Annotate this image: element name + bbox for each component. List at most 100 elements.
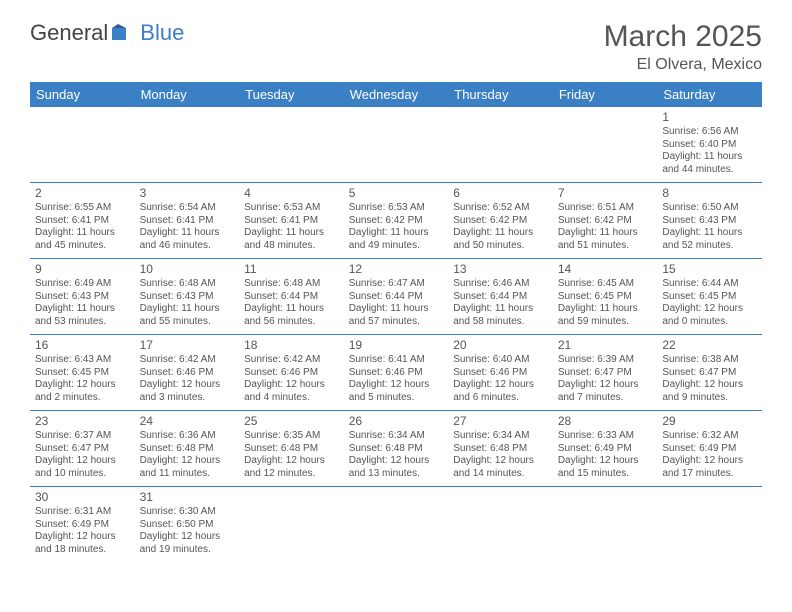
day-number: 13: [453, 262, 548, 277]
sunrise-text: Sunrise: 6:37 AM: [35, 430, 130, 443]
calendar-week-row: 23Sunrise: 6:37 AMSunset: 6:47 PMDayligh…: [30, 411, 762, 487]
day-number: 22: [662, 338, 757, 353]
day-number: 25: [244, 414, 339, 429]
daylight-text: Daylight: 12 hours and 14 minutes.: [453, 455, 548, 480]
sunset-text: Sunset: 6:47 PM: [662, 367, 757, 380]
calendar-cell: [448, 487, 553, 563]
calendar-cell: [239, 487, 344, 563]
day-number: 9: [35, 262, 130, 277]
calendar-cell: 8Sunrise: 6:50 AMSunset: 6:43 PMDaylight…: [657, 183, 762, 259]
daylight-text: Daylight: 12 hours and 13 minutes.: [349, 455, 444, 480]
day-header: Tuesday: [239, 82, 344, 107]
daylight-text: Daylight: 12 hours and 11 minutes.: [140, 455, 235, 480]
logo-flag-icon: [112, 20, 138, 46]
sunset-text: Sunset: 6:40 PM: [662, 139, 757, 152]
sunrise-text: Sunrise: 6:33 AM: [558, 430, 653, 443]
sunrise-text: Sunrise: 6:42 AM: [244, 354, 339, 367]
sunset-text: Sunset: 6:45 PM: [558, 291, 653, 304]
sunset-text: Sunset: 6:46 PM: [140, 367, 235, 380]
month-title: March 2025: [604, 20, 762, 54]
calendar-cell: 23Sunrise: 6:37 AMSunset: 6:47 PMDayligh…: [30, 411, 135, 487]
daylight-text: Daylight: 12 hours and 0 minutes.: [662, 303, 757, 328]
sunset-text: Sunset: 6:43 PM: [140, 291, 235, 304]
calendar-cell: [448, 107, 553, 183]
sunset-text: Sunset: 6:46 PM: [349, 367, 444, 380]
calendar-cell: 7Sunrise: 6:51 AMSunset: 6:42 PMDaylight…: [553, 183, 658, 259]
calendar-week-row: 2Sunrise: 6:55 AMSunset: 6:41 PMDaylight…: [30, 183, 762, 259]
day-number: 1: [662, 110, 757, 125]
calendar-cell: [30, 107, 135, 183]
sunset-text: Sunset: 6:48 PM: [349, 443, 444, 456]
day-number: 7: [558, 186, 653, 201]
daylight-text: Daylight: 11 hours and 55 minutes.: [140, 303, 235, 328]
calendar-cell: 27Sunrise: 6:34 AMSunset: 6:48 PMDayligh…: [448, 411, 553, 487]
daylight-text: Daylight: 12 hours and 5 minutes.: [349, 379, 444, 404]
daylight-text: Daylight: 11 hours and 51 minutes.: [558, 227, 653, 252]
daylight-text: Daylight: 11 hours and 52 minutes.: [662, 227, 757, 252]
daylight-text: Daylight: 11 hours and 44 minutes.: [662, 151, 757, 176]
sunrise-text: Sunrise: 6:36 AM: [140, 430, 235, 443]
logo: GeneralBlue: [30, 20, 184, 46]
daylight-text: Daylight: 12 hours and 10 minutes.: [35, 455, 130, 480]
sunset-text: Sunset: 6:46 PM: [453, 367, 548, 380]
daylight-text: Daylight: 12 hours and 9 minutes.: [662, 379, 757, 404]
day-header: Thursday: [448, 82, 553, 107]
sunrise-text: Sunrise: 6:41 AM: [349, 354, 444, 367]
calendar-cell: 30Sunrise: 6:31 AMSunset: 6:49 PMDayligh…: [30, 487, 135, 563]
day-number: 2: [35, 186, 130, 201]
calendar-cell: 9Sunrise: 6:49 AMSunset: 6:43 PMDaylight…: [30, 259, 135, 335]
sunrise-text: Sunrise: 6:45 AM: [558, 278, 653, 291]
day-number: 6: [453, 186, 548, 201]
day-header: Saturday: [657, 82, 762, 107]
day-number: 14: [558, 262, 653, 277]
calendar-cell: 5Sunrise: 6:53 AMSunset: 6:42 PMDaylight…: [344, 183, 449, 259]
sunset-text: Sunset: 6:41 PM: [35, 215, 130, 228]
sunset-text: Sunset: 6:41 PM: [244, 215, 339, 228]
sunset-text: Sunset: 6:44 PM: [244, 291, 339, 304]
daylight-text: Daylight: 11 hours and 50 minutes.: [453, 227, 548, 252]
daylight-text: Daylight: 12 hours and 17 minutes.: [662, 455, 757, 480]
sunrise-text: Sunrise: 6:48 AM: [244, 278, 339, 291]
calendar-cell: 3Sunrise: 6:54 AMSunset: 6:41 PMDaylight…: [135, 183, 240, 259]
day-header: Sunday: [30, 82, 135, 107]
calendar-cell: [239, 107, 344, 183]
sunset-text: Sunset: 6:48 PM: [140, 443, 235, 456]
day-number: 21: [558, 338, 653, 353]
calendar-cell: [344, 487, 449, 563]
sunrise-text: Sunrise: 6:53 AM: [244, 202, 339, 215]
day-number: 12: [349, 262, 444, 277]
sunrise-text: Sunrise: 6:48 AM: [140, 278, 235, 291]
calendar-cell: 19Sunrise: 6:41 AMSunset: 6:46 PMDayligh…: [344, 335, 449, 411]
sunrise-text: Sunrise: 6:30 AM: [140, 506, 235, 519]
day-number: 30: [35, 490, 130, 505]
day-number: 23: [35, 414, 130, 429]
day-number: 5: [349, 186, 444, 201]
header: GeneralBlue March 2025 El Olvera, Mexico: [30, 20, 762, 74]
sunrise-text: Sunrise: 6:55 AM: [35, 202, 130, 215]
sunset-text: Sunset: 6:44 PM: [453, 291, 548, 304]
sunrise-text: Sunrise: 6:51 AM: [558, 202, 653, 215]
sunrise-text: Sunrise: 6:32 AM: [662, 430, 757, 443]
day-number: 3: [140, 186, 235, 201]
sunset-text: Sunset: 6:49 PM: [558, 443, 653, 456]
calendar-cell: [344, 107, 449, 183]
sunset-text: Sunset: 6:48 PM: [453, 443, 548, 456]
calendar-cell: 26Sunrise: 6:34 AMSunset: 6:48 PMDayligh…: [344, 411, 449, 487]
calendar-cell: 31Sunrise: 6:30 AMSunset: 6:50 PMDayligh…: [135, 487, 240, 563]
calendar-week-row: 30Sunrise: 6:31 AMSunset: 6:49 PMDayligh…: [30, 487, 762, 563]
calendar-week-row: 16Sunrise: 6:43 AMSunset: 6:45 PMDayligh…: [30, 335, 762, 411]
day-number: 8: [662, 186, 757, 201]
daylight-text: Daylight: 12 hours and 7 minutes.: [558, 379, 653, 404]
calendar-cell: 1Sunrise: 6:56 AMSunset: 6:40 PMDaylight…: [657, 107, 762, 183]
daylight-text: Daylight: 12 hours and 15 minutes.: [558, 455, 653, 480]
day-number: 11: [244, 262, 339, 277]
calendar-cell: 10Sunrise: 6:48 AMSunset: 6:43 PMDayligh…: [135, 259, 240, 335]
calendar-cell: [553, 487, 658, 563]
sunrise-text: Sunrise: 6:34 AM: [453, 430, 548, 443]
sunrise-text: Sunrise: 6:43 AM: [35, 354, 130, 367]
calendar-cell: 14Sunrise: 6:45 AMSunset: 6:45 PMDayligh…: [553, 259, 658, 335]
sunrise-text: Sunrise: 6:47 AM: [349, 278, 444, 291]
calendar-cell: [657, 487, 762, 563]
sunrise-text: Sunrise: 6:50 AM: [662, 202, 757, 215]
sunset-text: Sunset: 6:45 PM: [662, 291, 757, 304]
